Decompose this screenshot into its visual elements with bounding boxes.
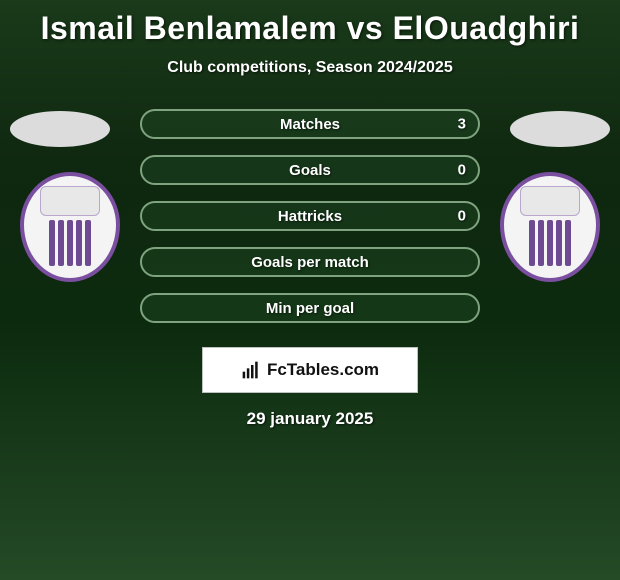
stat-row-goals: Goals 0 [140,155,480,185]
subtitle: Club competitions, Season 2024/2025 [0,59,620,77]
stat-row-goals-per-match: Goals per match [140,247,480,277]
stat-row-matches: Matches 3 [140,109,480,139]
brand-box[interactable]: FcTables.com [202,347,418,393]
stat-label: Goals per match [251,254,369,271]
stat-rows: Matches 3 Goals 0 Hattricks 0 Goals per … [140,109,480,323]
comparison-stage: Matches 3 Goals 0 Hattricks 0 Goals per … [0,97,620,457]
club-right-shield-inner [514,186,586,268]
stat-label: Hattricks [278,208,342,225]
player-right-avatar [510,111,610,147]
player-left-avatar [10,111,110,147]
stat-right-value: 3 [458,116,466,133]
bar-chart-icon [241,360,261,380]
date-text: 29 january 2025 [0,409,620,429]
stat-label: Matches [280,116,340,133]
brand-text: FcTables.com [267,360,379,380]
club-left-shield [20,172,120,282]
stat-right-value: 0 [458,208,466,225]
club-left-shield-inner [34,186,106,268]
stat-row-hattricks: Hattricks 0 [140,201,480,231]
page-title: Ismail Benlamalem vs ElOuadghiri [0,0,620,47]
stat-label: Min per goal [266,300,354,317]
stat-label: Goals [289,162,331,179]
stat-right-value: 0 [458,162,466,179]
stat-row-min-per-goal: Min per goal [140,293,480,323]
club-right-shield [500,172,600,282]
